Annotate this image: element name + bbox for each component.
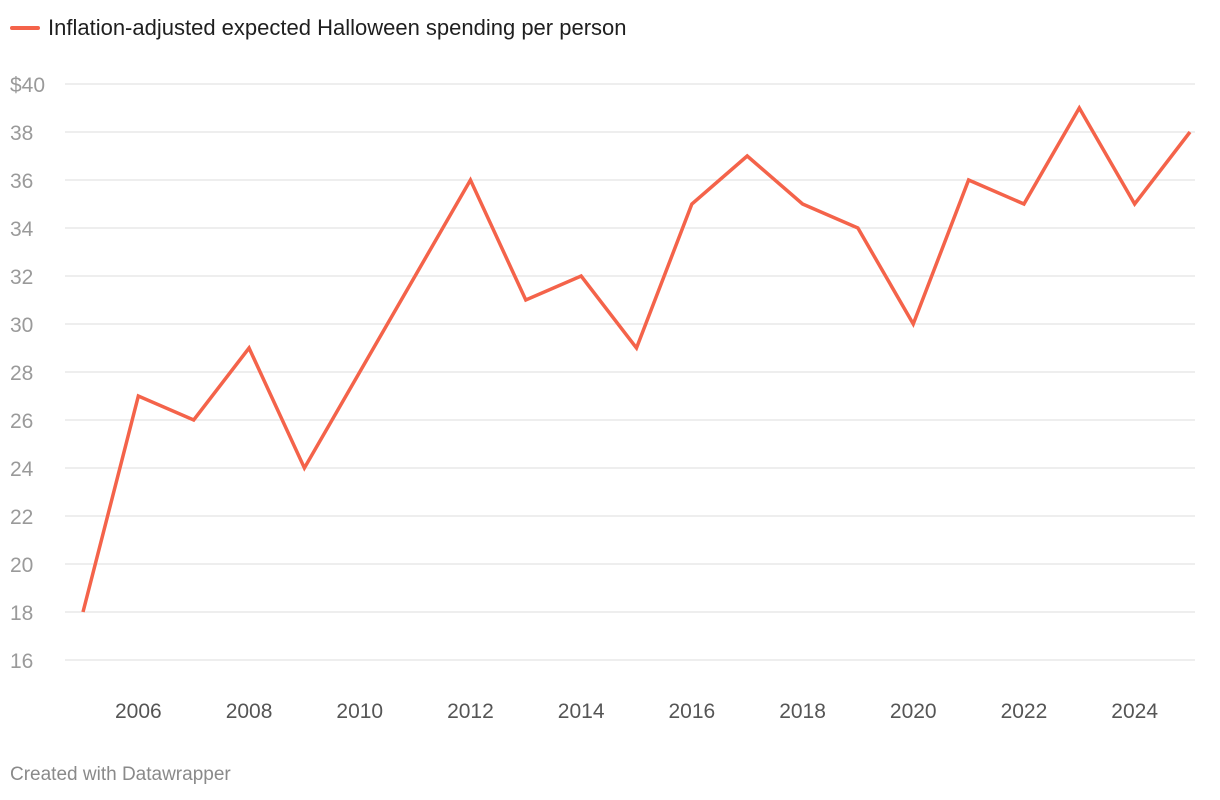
y-tick-label: 28 [10,362,33,385]
x-tick-label: 2010 [336,700,383,723]
y-tick-label: 24 [10,458,34,481]
y-tick-label: 22 [10,506,33,529]
x-tick-label: 2008 [226,700,273,723]
y-tick-label: 30 [10,314,33,337]
legend-label: Inflation-adjusted expected Halloween sp… [48,15,627,40]
x-tick-label: 2020 [890,700,937,723]
series-line [81,104,1192,613]
x-tick-label: 2024 [1111,700,1158,723]
y-tick-label: 16 [10,650,33,673]
y-tick-label: 32 [10,266,33,289]
x-tick-label: 2016 [668,700,715,723]
y-tick-label: $40 [10,74,45,97]
footer-credit: Created with Datawrapper [10,764,231,785]
y-tick-label: 38 [10,122,33,145]
y-tick-label: 18 [10,602,33,625]
x-tick-label: 2014 [558,700,605,723]
x-tick-label: 2012 [447,700,494,723]
legend: Inflation-adjusted expected Halloween sp… [10,15,627,41]
y-tick-label: 34 [10,218,34,241]
x-tick-label: 2006 [115,700,162,723]
y-tick-label: 20 [10,554,33,577]
gridlines [65,83,1195,661]
x-tick-label: 2018 [779,700,826,723]
legend-swatch [10,26,40,30]
series-layer [81,104,1192,613]
y-tick-label: 36 [10,170,33,193]
y-axis-ticks: $40 38 36 34 32 30 28 26 24 22 20 18 16 [10,74,45,673]
y-tick-label: 26 [10,410,33,433]
x-tick-label: 2022 [1001,700,1048,723]
x-axis-ticks: 2006 2008 2010 2012 2014 2016 2018 2020 2022 2024 [115,700,1158,723]
